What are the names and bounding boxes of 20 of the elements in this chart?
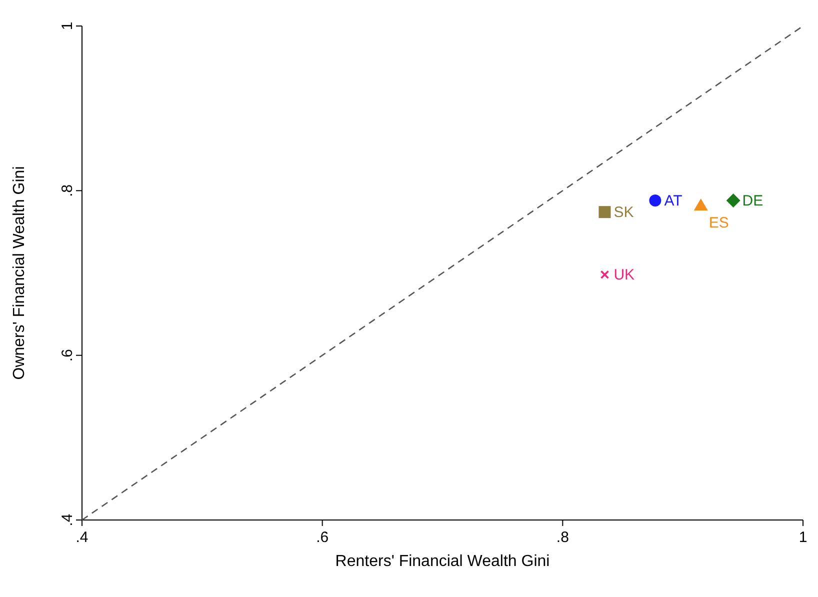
x-axis-title: Renters' Financial Wealth Gini bbox=[335, 553, 550, 570]
point bbox=[726, 194, 740, 208]
series-label: ES bbox=[708, 214, 729, 232]
point bbox=[600, 270, 610, 280]
x-tick-label: .6 bbox=[316, 529, 329, 546]
point bbox=[694, 198, 708, 210]
series-label: DE bbox=[742, 192, 764, 210]
y-tick-label: .8 bbox=[59, 184, 76, 197]
x-tick-label: .4 bbox=[76, 529, 88, 546]
y-tick-label: .6 bbox=[59, 349, 76, 362]
y-axis-title: Owners' Financial Wealth Gini bbox=[11, 166, 28, 380]
x-tick-label: .8 bbox=[556, 529, 569, 546]
series-label: SK bbox=[614, 204, 634, 222]
point bbox=[598, 206, 611, 218]
y-tick-label: .4 bbox=[59, 514, 76, 526]
y-tick-label: 1 bbox=[59, 22, 76, 30]
point bbox=[649, 194, 662, 207]
series-label: AT bbox=[664, 192, 682, 210]
series-label: UK bbox=[614, 266, 635, 284]
x-tick-label: 1 bbox=[798, 529, 808, 546]
